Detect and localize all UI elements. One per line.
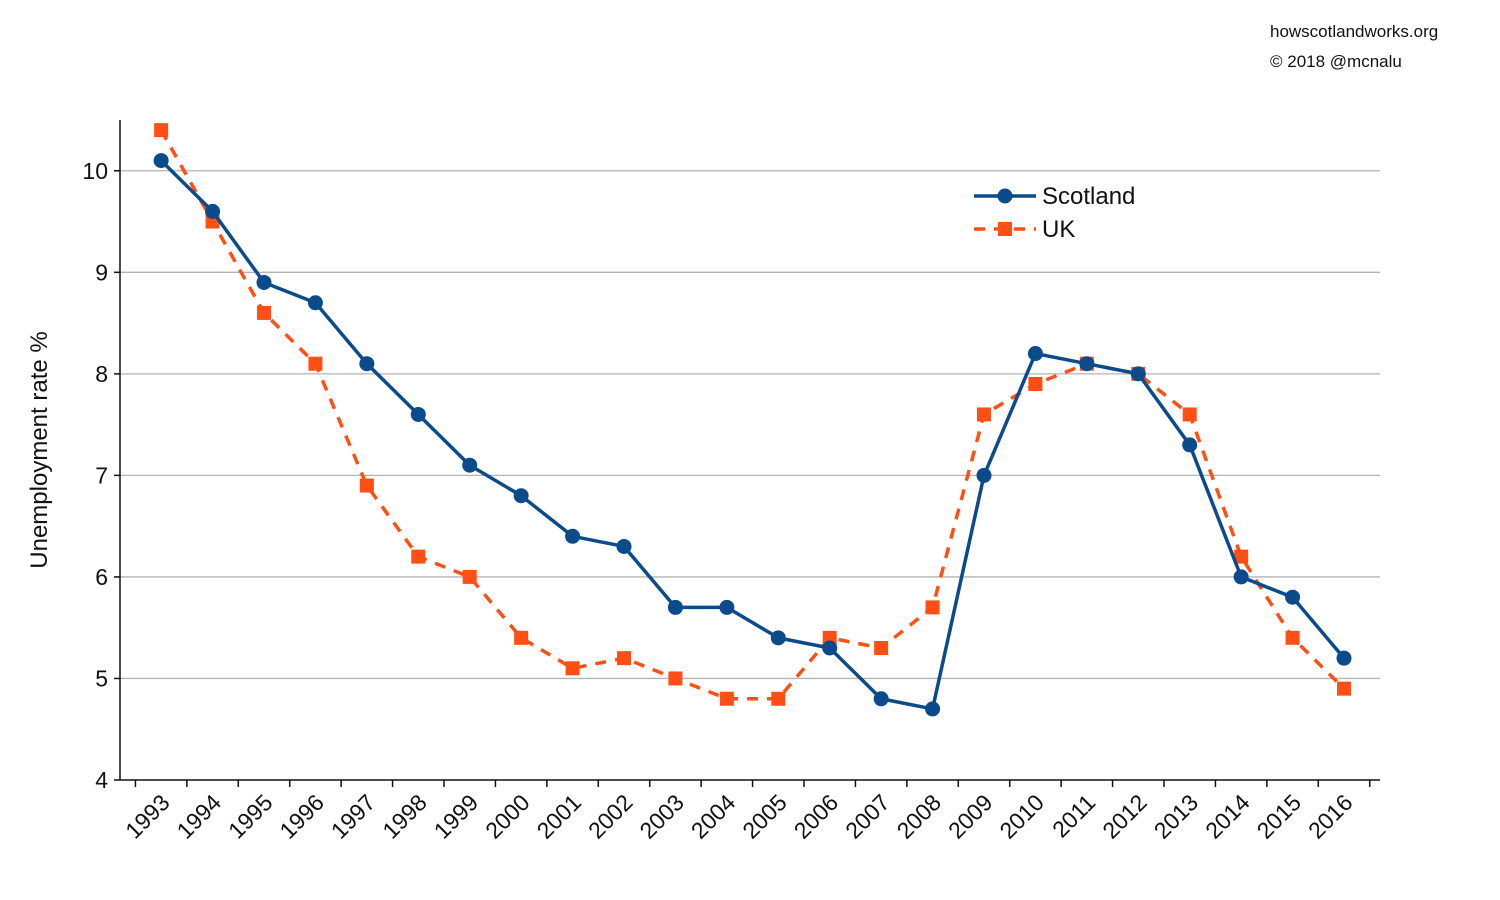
y-axis-ticks: 4 5 6 7 8 9 10 [82, 158, 120, 793]
point-uk [874, 641, 889, 655]
point-scotland [1027, 346, 1043, 362]
point-scotland [153, 153, 169, 169]
point-uk [617, 651, 631, 666]
point-uk [1028, 377, 1043, 391]
point-scotland [1130, 366, 1146, 382]
y-tick-label: 10 [82, 158, 108, 184]
x-tick-label: 2005 [737, 789, 792, 844]
point-uk [462, 569, 477, 584]
x-tick-label: 2003 [634, 789, 689, 844]
credit-site: howscotlandworks.org [1270, 22, 1439, 41]
point-uk [308, 356, 323, 371]
series-scotland [153, 153, 1352, 717]
x-tick-label: 2007 [840, 789, 895, 844]
point-scotland [925, 701, 941, 717]
point-scotland [205, 203, 221, 219]
x-tick-label: 2014 [1200, 789, 1255, 844]
legend-marker-uk [998, 222, 1012, 236]
x-tick-label: 2010 [994, 789, 1049, 844]
x-tick-label: 2009 [943, 789, 998, 844]
x-tick-label: 1997 [326, 789, 381, 844]
series-line-uk [159, 129, 1346, 701]
point-scotland [1079, 356, 1095, 372]
point-uk [411, 549, 426, 564]
point-scotland [1182, 437, 1198, 453]
legend-item-scotland: Scotland [974, 183, 1135, 210]
point-scotland [410, 406, 426, 422]
point-scotland [513, 488, 529, 504]
legend-item-uk: UK [974, 216, 1075, 243]
series-layer [153, 123, 1352, 717]
point-uk [359, 478, 374, 493]
point-scotland [256, 274, 272, 290]
point-uk [514, 630, 529, 645]
point-uk [1182, 407, 1197, 422]
point-scotland [770, 630, 786, 646]
point-scotland [1233, 569, 1249, 585]
point-uk [1337, 681, 1351, 696]
x-tick-label: 2006 [789, 789, 844, 844]
point-scotland [822, 640, 838, 656]
point-uk [771, 691, 786, 706]
x-tick-label: 2013 [1149, 789, 1204, 844]
x-tick-label: 2015 [1252, 789, 1307, 844]
legend-marker-scotland [997, 188, 1013, 204]
point-uk [668, 671, 683, 686]
point-scotland [1285, 589, 1301, 605]
point-scotland [462, 457, 478, 473]
x-tick-label: 2008 [892, 789, 947, 844]
x-tick-label: 1996 [274, 789, 329, 844]
point-uk [257, 305, 271, 320]
point-scotland [719, 599, 735, 615]
point-uk [822, 630, 837, 645]
y-tick-label: 7 [95, 462, 108, 488]
x-tick-label: 1999 [429, 789, 484, 844]
x-tick-label: 2012 [1097, 789, 1152, 844]
y-tick-label: 8 [95, 361, 108, 387]
x-tick-label: 2002 [583, 789, 638, 844]
legend-label-uk: UK [1042, 216, 1075, 243]
x-tick-label: 2001 [532, 789, 587, 844]
point-uk [719, 691, 734, 706]
x-tick-label: 1995 [223, 789, 278, 844]
point-uk [977, 407, 991, 422]
x-tick-label: 1994 [172, 789, 227, 844]
point-uk [1285, 630, 1300, 645]
point-scotland [873, 691, 889, 707]
y-axis-title: Unemployment rate % [26, 331, 53, 568]
point-uk [565, 661, 580, 676]
axes [119, 120, 1380, 781]
x-tick-label: 2000 [480, 789, 535, 844]
x-tick-label: 2004 [686, 789, 741, 844]
point-uk [925, 600, 940, 615]
grid-lines [120, 170, 1380, 680]
y-tick-label: 9 [95, 259, 108, 285]
point-scotland [976, 467, 992, 483]
legend: Scotland UK [974, 183, 1135, 243]
point-scotland [667, 599, 683, 615]
series-line-scotland [159, 159, 1346, 711]
point-scotland [1336, 650, 1352, 666]
legend-label-scotland: Scotland [1042, 183, 1135, 210]
credit-copyright: © 2018 @mcnalu [1270, 52, 1402, 71]
point-scotland [307, 295, 323, 311]
x-tick-label: 1998 [377, 789, 432, 844]
x-tick-label: 1993 [120, 789, 175, 844]
y-tick-label: 6 [95, 564, 108, 590]
x-axis-ticks: 1993199419951996199719981999200020012002… [120, 780, 1371, 844]
y-tick-label: 5 [95, 665, 108, 691]
point-uk [154, 123, 169, 138]
point-scotland [359, 356, 375, 372]
x-tick-label: 2011 [1047, 789, 1100, 842]
point-uk [1234, 549, 1249, 564]
point-scotland [565, 528, 581, 544]
series-uk [154, 123, 1351, 706]
point-scotland [616, 538, 632, 554]
x-tick-label: 2016 [1303, 789, 1358, 844]
y-tick-label: 4 [95, 767, 108, 793]
